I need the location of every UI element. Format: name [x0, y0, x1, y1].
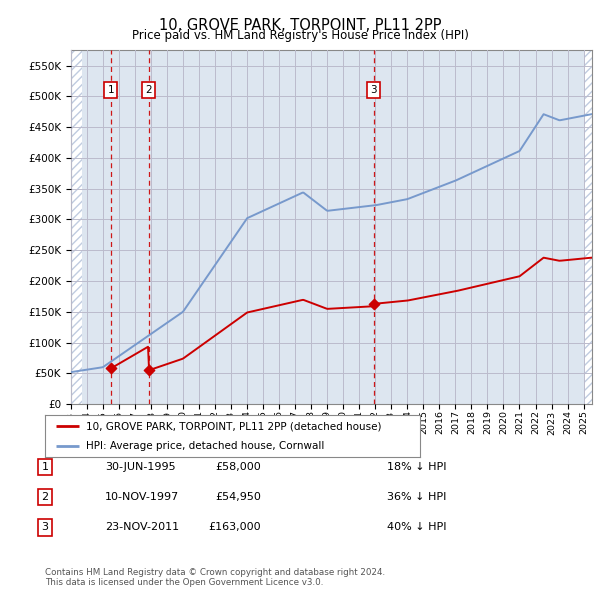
Point — [106, 363, 116, 373]
Text: 2: 2 — [41, 493, 49, 502]
Text: £163,000: £163,000 — [208, 523, 261, 532]
Text: 10-NOV-1997: 10-NOV-1997 — [105, 493, 179, 502]
Text: 23-NOV-2011: 23-NOV-2011 — [105, 523, 179, 532]
Text: 3: 3 — [370, 85, 377, 95]
Text: 18% ↓ HPI: 18% ↓ HPI — [387, 463, 446, 472]
Text: 30-JUN-1995: 30-JUN-1995 — [105, 463, 176, 472]
Text: 36% ↓ HPI: 36% ↓ HPI — [387, 493, 446, 502]
Point — [144, 366, 154, 375]
Text: 1: 1 — [107, 85, 114, 95]
Text: Price paid vs. HM Land Registry's House Price Index (HPI): Price paid vs. HM Land Registry's House … — [131, 30, 469, 42]
Text: £54,950: £54,950 — [215, 493, 261, 502]
Point — [369, 299, 379, 309]
Text: 3: 3 — [41, 523, 49, 532]
Text: Contains HM Land Registry data © Crown copyright and database right 2024.
This d: Contains HM Land Registry data © Crown c… — [45, 568, 385, 587]
Bar — [71, 50, 82, 404]
Text: £58,000: £58,000 — [215, 463, 261, 472]
Text: 1: 1 — [41, 463, 49, 472]
Text: 10, GROVE PARK, TORPOINT, PL11 2PP: 10, GROVE PARK, TORPOINT, PL11 2PP — [159, 18, 441, 32]
Bar — [584, 50, 592, 404]
Text: 2: 2 — [145, 85, 152, 95]
Text: 40% ↓ HPI: 40% ↓ HPI — [387, 523, 446, 532]
Text: 10, GROVE PARK, TORPOINT, PL11 2PP (detached house): 10, GROVE PARK, TORPOINT, PL11 2PP (deta… — [86, 421, 382, 431]
Text: HPI: Average price, detached house, Cornwall: HPI: Average price, detached house, Corn… — [86, 441, 325, 451]
